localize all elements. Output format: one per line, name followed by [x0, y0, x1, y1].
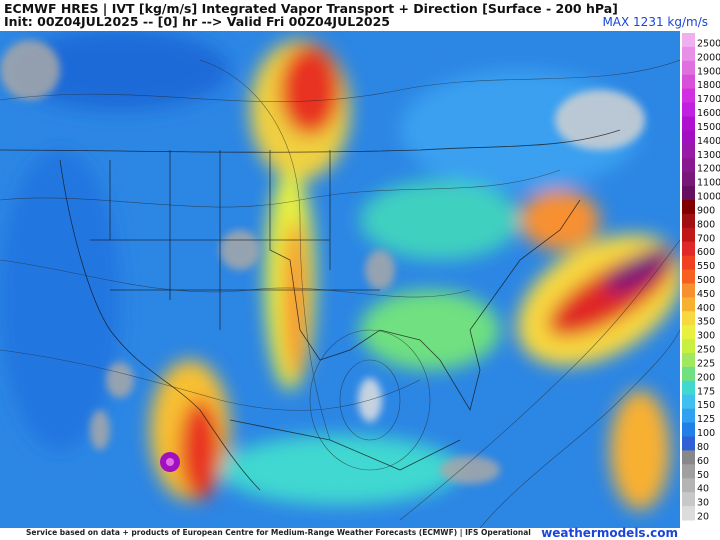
colorbar-label: 1700	[697, 94, 720, 105]
colorbar-swatch	[682, 269, 695, 284]
colorbar-label: 1000	[697, 192, 720, 203]
colorbar-swatch	[682, 492, 695, 507]
max-label: MAX 1231 kg/m/s	[602, 15, 708, 29]
credit: Service based on data + products of Euro…	[26, 528, 531, 538]
colorbar-label: 1300	[697, 150, 720, 161]
colorbar-label: 450	[697, 289, 715, 300]
colorbar-label: 20	[697, 512, 709, 523]
colorbar-swatch	[682, 297, 695, 312]
colorbar-label: 550	[697, 261, 715, 272]
colorbar-label: 250	[697, 345, 715, 356]
colorbar-label: 1800	[697, 80, 720, 91]
colorbar-label: 1200	[697, 164, 720, 175]
colorbar-label: 600	[697, 247, 715, 258]
colorbar-label: 100	[697, 428, 715, 439]
colorbar-label: 40	[697, 484, 709, 495]
colorbar-label: 125	[697, 414, 715, 425]
colorbar-swatch	[682, 283, 695, 298]
colorbar-swatch	[682, 116, 695, 131]
colorbar-swatch	[682, 74, 695, 90]
colorbar-label: 1400	[697, 136, 720, 147]
colorbar-label: 1900	[697, 66, 720, 77]
colorbar-label: 175	[697, 386, 715, 397]
colorbar-swatch	[682, 478, 695, 493]
colorbar-label: 2000	[697, 52, 720, 63]
colorbar-swatch	[682, 46, 695, 62]
colorbar-swatch	[682, 339, 695, 354]
colorbar-swatch	[682, 311, 695, 326]
colorbar-label: 700	[697, 233, 715, 244]
colorbar-label: 50	[697, 470, 709, 481]
colorbar-swatch	[682, 158, 695, 173]
subtitle: Init: 00Z04JUL2025 -- [0] hr --> Valid F…	[4, 14, 390, 29]
colorbar-swatch	[682, 60, 695, 76]
colorbar-label: 400	[697, 303, 715, 314]
colorbar-swatch	[682, 130, 695, 145]
colorbar-label: 2500	[697, 38, 720, 49]
colorbar-swatch	[682, 380, 695, 396]
colorbar-swatch	[682, 506, 695, 521]
colorbar-swatch	[682, 102, 695, 117]
colorbar-label: 500	[697, 275, 715, 286]
colorbar-label: 1500	[697, 122, 720, 133]
colorbar-swatch	[682, 33, 695, 48]
colorbar-label: 300	[697, 331, 715, 342]
colorbar-swatch	[682, 144, 695, 159]
colorbar-label: 150	[697, 400, 715, 411]
map	[0, 31, 680, 528]
colorbar-label: 1100	[697, 178, 720, 189]
colorbar-label: 800	[697, 219, 715, 230]
colorbar-swatch	[682, 186, 695, 201]
colorbar-label: 200	[697, 372, 715, 383]
colorbar-swatch	[682, 227, 695, 243]
colorbar-swatch	[682, 394, 695, 410]
colorbar-label: 225	[697, 358, 715, 369]
colorbar-swatch	[682, 422, 695, 438]
colorbar-swatch	[682, 450, 695, 465]
colorbar-label: 80	[697, 442, 709, 453]
colorbar-label: 900	[697, 205, 715, 216]
colorbar-swatch	[682, 255, 695, 271]
colorbar-swatch	[682, 353, 695, 368]
colorbar-label: 30	[697, 498, 709, 509]
site: weathermodels.com	[541, 526, 678, 540]
colorbar-swatch	[682, 408, 695, 424]
colorbar: 2500 2000 1900 1800 1700 1600 1500 1400 1300 1200…	[682, 33, 720, 523]
colorbar-swatch	[682, 172, 695, 187]
title: ECMWF HRES | IVT [kg/m/s] Integrated Vap…	[4, 1, 618, 16]
colorbar-swatch	[682, 464, 695, 479]
colorbar-swatch	[682, 213, 695, 229]
colorbar-label: 350	[697, 317, 715, 328]
colorbar-swatch	[682, 366, 695, 382]
colorbar-swatch	[682, 199, 695, 215]
colorbar-label: 1600	[697, 108, 720, 119]
colorbar-swatch	[682, 88, 695, 104]
colorbar-swatch	[682, 325, 695, 340]
colorbar-label: 60	[697, 456, 709, 467]
colorbar-swatch	[682, 436, 695, 451]
colorbar-swatch	[682, 241, 695, 257]
